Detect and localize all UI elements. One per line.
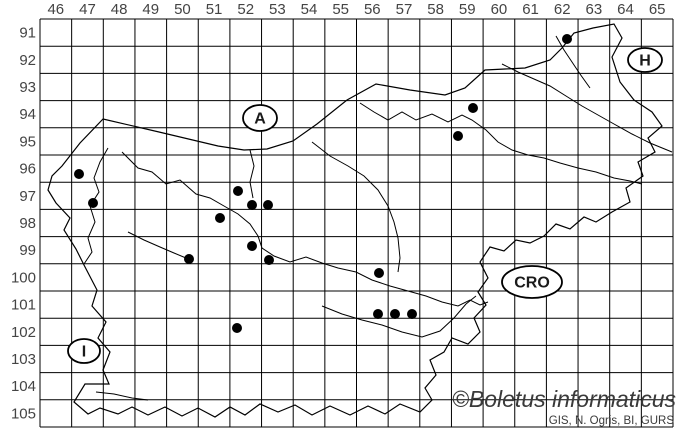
river-mura (501, 63, 673, 153)
column-label: 48 (111, 1, 128, 18)
occurrence-dot (74, 169, 84, 179)
row-label: 96 (19, 161, 36, 178)
river-idrijca (127, 231, 187, 259)
occurrence-dots (74, 34, 572, 333)
column-label: 56 (364, 1, 381, 18)
column-label: 57 (396, 1, 413, 18)
column-label: 51 (206, 1, 223, 18)
occurrence-dot (407, 309, 417, 319)
column-label: 58 (427, 1, 444, 18)
country-ellipse-austria (242, 104, 278, 132)
row-label: 95 (19, 133, 36, 150)
occurrence-dot (468, 103, 478, 113)
row-label: 105 (11, 405, 36, 422)
row-label: 91 (19, 25, 36, 42)
occurrence-dot (247, 241, 257, 251)
country-border-slovenia (47, 23, 663, 418)
column-label: 60 (491, 1, 508, 18)
column-label: 65 (649, 1, 666, 18)
occurrence-dot (453, 131, 463, 141)
country-ellipse-croatia (501, 265, 563, 299)
occurrence-dot (184, 254, 194, 264)
credit-text: ©Boletus informaticus (452, 386, 677, 412)
column-label: 54 (301, 1, 318, 18)
column-label: 46 (47, 1, 64, 18)
river-drava (359, 102, 643, 185)
column-label: 63 (586, 1, 603, 18)
country-labels: A H CRO I (67, 47, 663, 364)
row-label: 92 (19, 52, 36, 69)
country-label-austria: A (254, 111, 266, 128)
row-label: 99 (19, 242, 36, 259)
column-label: 47 (79, 1, 96, 18)
row-label: 104 (11, 378, 36, 395)
row-label: 103 (11, 351, 36, 368)
river-krka (321, 295, 477, 338)
occurrence-dot (373, 309, 383, 319)
row-label: 93 (19, 79, 36, 96)
row-label: 101 (11, 297, 36, 314)
row-label: 97 (19, 188, 36, 205)
country-label-italy: I (82, 344, 86, 361)
row-label: 102 (11, 324, 36, 341)
occurrence-dot (264, 255, 274, 265)
row-label: 98 (19, 215, 36, 232)
column-label: 50 (174, 1, 191, 18)
occurrence-dot (374, 268, 384, 278)
occurrence-dot (233, 186, 243, 196)
river-ledava (555, 35, 591, 89)
row-label: 100 (11, 269, 36, 286)
column-label: 64 (617, 1, 634, 18)
rivers (83, 35, 673, 401)
occurrence-dot (215, 213, 225, 223)
occurrence-dot (88, 198, 98, 208)
column-label: 59 (459, 1, 476, 18)
river-kokra (249, 149, 255, 199)
river-savinja (311, 141, 401, 273)
occurrence-dot (562, 34, 572, 44)
country-label-croatia: CRO (514, 275, 550, 292)
occurrence-dot (390, 309, 400, 319)
column-label: 61 (522, 1, 539, 18)
column-label: 49 (142, 1, 159, 18)
country-ellipse-hungary (627, 47, 663, 73)
country-label-hungary: H (639, 53, 651, 70)
column-label: 52 (237, 1, 254, 18)
grid-lines (39, 18, 674, 428)
country-ellipse-italy (67, 338, 101, 364)
credit-source-text: GIS, N. Ogris, BI, GURS (549, 415, 675, 427)
row-labels: 91 92 93 94 95 96 97 98 99 100 101 102 103 104 105 (11, 25, 36, 423)
column-labels: 46 47 48 49 50 51 52 53 54 55 56 57 58 59 60 61 62 63 64 65 (47, 1, 665, 18)
occurrence-dot (263, 200, 273, 210)
river-sava (121, 151, 489, 307)
river-dragonja (95, 391, 149, 401)
column-label: 62 (554, 1, 571, 18)
row-label: 94 (19, 106, 36, 123)
column-label: 53 (269, 1, 286, 18)
column-label: 55 (332, 1, 349, 18)
occurrence-dot (232, 323, 242, 333)
occurrence-dot (247, 200, 257, 210)
